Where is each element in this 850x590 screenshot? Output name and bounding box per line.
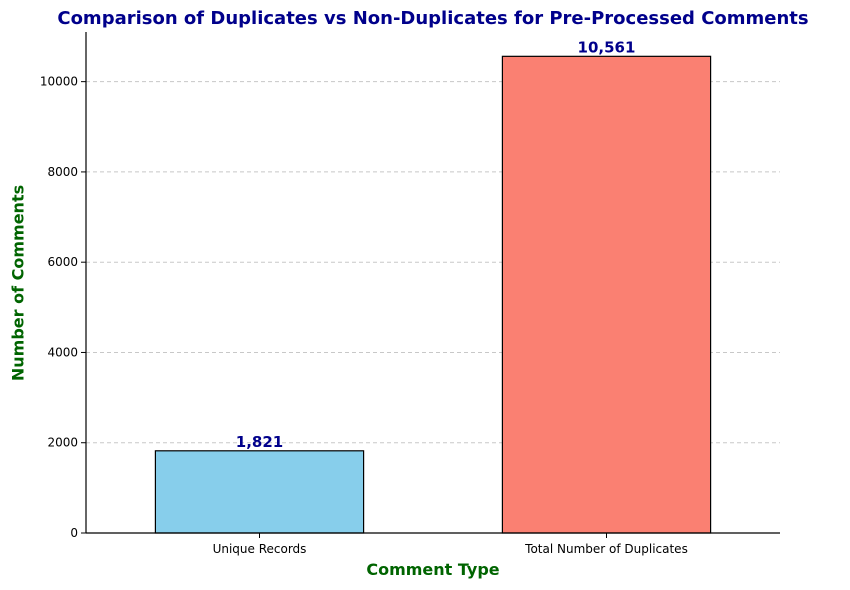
y-tick-label: 6000: [47, 255, 78, 269]
chart-title: Comparison of Duplicates vs Non-Duplicat…: [57, 8, 809, 29]
x-axis-label: Comment Type: [366, 560, 500, 579]
x-tick-label: Total Number of Duplicates: [524, 542, 688, 556]
y-tick-label: 0: [70, 526, 78, 540]
bar-value-label: 1,821: [236, 433, 283, 451]
x-tick-label: Unique Records: [213, 542, 307, 556]
y-tick-label: 8000: [47, 165, 78, 179]
bar-value-label: 10,561: [578, 38, 636, 56]
bar: [501, 55, 712, 534]
y-tick-label: 4000: [47, 345, 78, 359]
bar: [154, 450, 365, 534]
y-tick-label: 10000: [40, 75, 78, 89]
y-tick-label: 2000: [47, 436, 78, 450]
